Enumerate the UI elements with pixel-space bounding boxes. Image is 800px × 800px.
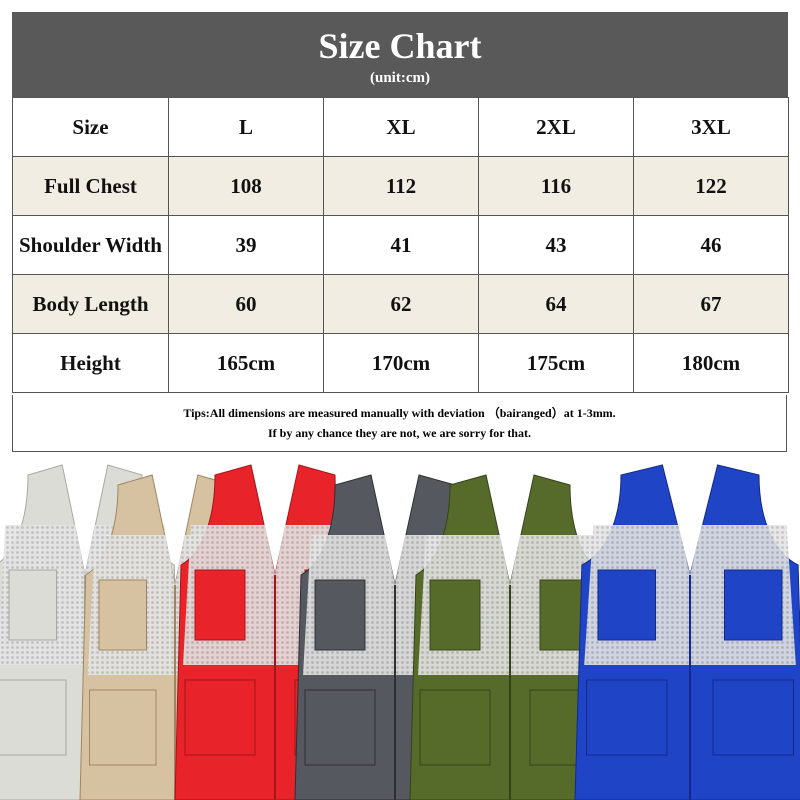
vest-shape bbox=[89, 689, 157, 766]
table-cell: L bbox=[168, 97, 324, 157]
table-cell: 64 bbox=[478, 274, 634, 334]
tip-line: Tips:All dimensions are measured manuall… bbox=[183, 406, 616, 420]
table-cell: 60 bbox=[168, 274, 324, 334]
vest-shape bbox=[0, 679, 67, 756]
vest-photos bbox=[0, 464, 800, 800]
table-cell: 39 bbox=[168, 215, 324, 275]
vest-shape bbox=[712, 679, 794, 756]
table-cell: 112 bbox=[323, 156, 479, 216]
table-cell: 62 bbox=[323, 274, 479, 334]
vest-shape bbox=[586, 679, 668, 756]
vest-shape bbox=[8, 569, 57, 641]
table-row: Full Chest 108 112 116 122 bbox=[12, 156, 789, 216]
table-cell: Size bbox=[12, 97, 169, 157]
table-cell: Body Length bbox=[12, 274, 169, 334]
table-row: Shoulder Width 39 41 43 46 bbox=[12, 215, 789, 275]
size-table: Size L XL 2XL 3XL Full Chest 108 112 116 122 Shoul… bbox=[12, 97, 789, 393]
table-cell: 175cm bbox=[478, 333, 634, 393]
tips: Tips:All dimensions are measured manuall… bbox=[12, 395, 787, 452]
table-cell: 180cm bbox=[633, 333, 789, 393]
vest-shape bbox=[184, 679, 256, 756]
table-cell: 67 bbox=[633, 274, 789, 334]
table-cell: 122 bbox=[633, 156, 789, 216]
table-cell: 41 bbox=[323, 215, 479, 275]
tip-line: If by any chance they are not, we are so… bbox=[268, 426, 531, 440]
table-cell: Full Chest bbox=[12, 156, 169, 216]
table-cell: 43 bbox=[478, 215, 634, 275]
title: Size Chart bbox=[318, 26, 482, 66]
table-cell: 3XL bbox=[633, 97, 789, 157]
vest-shape bbox=[419, 689, 491, 766]
vest-shape bbox=[314, 579, 366, 651]
vest-shape bbox=[724, 569, 783, 641]
subtitle: (unit:cm) bbox=[370, 70, 430, 86]
vest-shape bbox=[429, 579, 481, 651]
vest-shape bbox=[194, 569, 246, 641]
vest-shape bbox=[304, 689, 376, 766]
table-row: Body Length 60 62 64 67 bbox=[12, 274, 789, 334]
table-cell: 108 bbox=[168, 156, 324, 216]
table-cell: 2XL bbox=[478, 97, 634, 157]
table-cell: Height bbox=[12, 333, 169, 393]
table-cell: XL bbox=[323, 97, 479, 157]
table-cell: 46 bbox=[633, 215, 789, 275]
table-row: Height 165cm 170cm 175cm 180cm bbox=[12, 333, 789, 393]
vest-shape bbox=[98, 579, 147, 651]
vest-shape bbox=[597, 569, 656, 641]
table-cell: Shoulder Width bbox=[12, 215, 169, 275]
table-cell: 165cm bbox=[168, 333, 324, 393]
table-cell: 170cm bbox=[323, 333, 479, 393]
table-row: Size L XL 2XL 3XL bbox=[12, 97, 789, 157]
table-cell: 116 bbox=[478, 156, 634, 216]
header: Size Chart (unit:cm) bbox=[12, 12, 788, 97]
